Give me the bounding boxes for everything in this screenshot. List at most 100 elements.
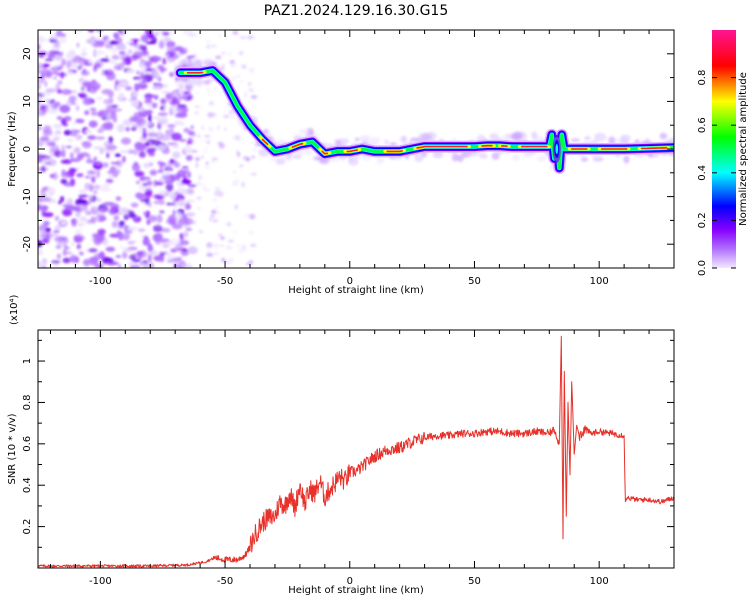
noise-blob (148, 56, 152, 60)
noise-blob (59, 64, 64, 69)
noise-blob (128, 213, 137, 219)
noise-blob (113, 64, 121, 71)
noise-blob (94, 161, 103, 166)
colorbar-tick-label: 0.4 (697, 165, 708, 181)
noise-blob (130, 55, 140, 58)
noise-blob (90, 110, 98, 116)
colorbar-tick-label: 0.2 (697, 212, 708, 228)
spectrogram-y-tick-label: 10 (22, 95, 33, 108)
noise-blob (250, 95, 258, 99)
noise-blob (102, 122, 114, 130)
noise-blob (99, 148, 103, 154)
noise-blob (226, 222, 232, 226)
noise-blob (229, 110, 232, 115)
noise-blob (146, 180, 152, 186)
snr-y-label: SNR (10 * v/v) (7, 413, 18, 484)
noise-blob (38, 83, 41, 90)
noise-blob (39, 104, 46, 111)
noise-blob (116, 230, 122, 235)
noise-blob (78, 189, 87, 194)
noise-blob (210, 159, 215, 164)
ridge-peak (291, 143, 304, 148)
noise-blob (177, 257, 182, 261)
ridge-halo (397, 137, 407, 141)
noise-blob (94, 173, 99, 179)
ridge-halo (512, 154, 520, 161)
noise-blob (94, 263, 104, 268)
noise-blob (199, 105, 202, 109)
noise-blob (153, 200, 160, 204)
noise-blob (250, 173, 257, 176)
noise-blob (61, 144, 65, 152)
noise-blob (125, 86, 133, 91)
ridge-halo (478, 153, 488, 159)
noise-blob (100, 58, 109, 62)
noise-blob (93, 235, 104, 244)
noise-blob (44, 58, 54, 62)
noise-blob (229, 262, 233, 265)
noise-blob (38, 137, 50, 141)
noise-blob (165, 145, 169, 150)
noise-blob (157, 178, 165, 184)
noise-blob (42, 212, 54, 218)
noise-blob (38, 157, 43, 163)
noise-blob (143, 211, 147, 216)
noise-blob (158, 190, 170, 196)
noise-blob (59, 196, 65, 203)
noise-blob (49, 233, 59, 237)
noise-blob (75, 198, 87, 205)
noise-blob (119, 207, 129, 213)
noise-blob (157, 64, 164, 70)
noise-blob (113, 215, 120, 221)
noise-blob (206, 253, 214, 257)
noise-blob (136, 70, 140, 75)
noise-blob (81, 47, 87, 55)
noise-blob (71, 242, 75, 246)
noise-blob (41, 206, 47, 212)
noise-blob (187, 32, 198, 37)
noise-blob (79, 216, 87, 221)
noise-blob (91, 176, 96, 184)
noise-blob (82, 81, 92, 88)
noise-blob (187, 137, 193, 145)
noise-blob (144, 94, 155, 98)
noise-blob (40, 233, 51, 239)
noise-blob (183, 231, 189, 238)
noise-blob (139, 50, 150, 57)
noise-blob (138, 250, 148, 258)
noise-blob (38, 97, 42, 102)
noise-blob (172, 151, 181, 159)
noise-blob (213, 251, 219, 256)
noise-blob (59, 36, 67, 43)
noise-blob (184, 169, 190, 172)
noise-blob (117, 94, 125, 102)
noise-blob (195, 182, 202, 186)
noise-blob (153, 224, 163, 233)
noise-blob (214, 206, 220, 209)
noise-blob (184, 203, 191, 210)
noise-blob (93, 49, 105, 56)
snr-x-tick-label: -100 (89, 576, 112, 587)
noise-blob (54, 124, 62, 129)
noise-blob (137, 81, 148, 90)
noise-blob (169, 192, 177, 200)
noise-blob (73, 239, 83, 243)
snr-x-tick-label: 0 (347, 576, 353, 587)
colorbar-tick-label: 0.6 (697, 117, 708, 133)
noise-blob (120, 52, 128, 57)
noise-blob (184, 147, 194, 154)
snr-x-tick-label: -50 (217, 576, 233, 587)
ridge-peak (261, 138, 269, 145)
noise-blob (92, 184, 101, 190)
snr-frame (37, 329, 675, 569)
noise-blob (180, 262, 185, 268)
ridge-halo (623, 155, 630, 164)
noise-blob (134, 141, 144, 150)
noise-blob (160, 106, 164, 111)
noise-blob (171, 257, 180, 263)
noise-blob (187, 198, 192, 203)
noise-blob (69, 255, 79, 263)
noise-blob (156, 130, 162, 139)
noise-blob (183, 127, 191, 133)
